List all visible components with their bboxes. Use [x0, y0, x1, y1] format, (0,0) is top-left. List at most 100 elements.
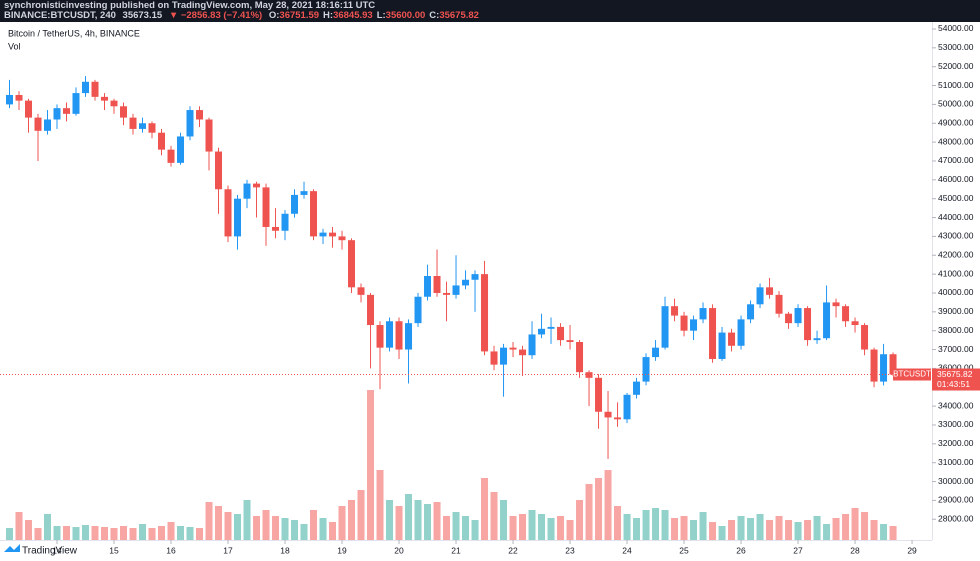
volume-bar: [262, 510, 270, 540]
volume-bar: [747, 518, 755, 540]
candle-body: [262, 187, 270, 227]
volume-bar: [443, 516, 451, 540]
candle-body: [139, 123, 147, 129]
ohlc-label: O:: [268, 10, 280, 21]
candle-body: [234, 198, 242, 237]
candle-body: [557, 326, 565, 341]
ohlc-label: L:: [376, 10, 386, 21]
volume-bar: [500, 500, 508, 540]
volume-bar: [604, 470, 612, 540]
candle-body: [737, 319, 745, 346]
volume-layer: [6, 390, 897, 540]
ohlc-label: H:: [323, 10, 334, 21]
y-tick-label: 44000.00: [938, 212, 974, 222]
candle-body: [34, 117, 42, 131]
volume-bar: [243, 500, 251, 540]
volume-bar: [120, 526, 128, 540]
y-tick-label: 38000.00: [938, 325, 974, 335]
brand-logo: [4, 544, 20, 552]
volume-bar: [63, 526, 71, 540]
x-tick-label: 14: [52, 545, 62, 555]
candle-body: [6, 94, 14, 105]
volume-bar: [72, 527, 80, 540]
candle-body: [785, 313, 793, 324]
candle-body: [528, 334, 536, 356]
volume-bar: [25, 520, 33, 540]
publisher: synchronisticinvesting published on Trad…: [4, 0, 376, 11]
y-tick-label: 49000.00: [938, 118, 974, 128]
candle-body: [395, 321, 403, 350]
volume-bar: [6, 528, 14, 540]
y-tick-label: 43000.00: [938, 231, 974, 241]
volume-bar: [756, 514, 764, 540]
candle-body: [652, 347, 660, 358]
volume-bar: [452, 512, 460, 540]
volume-bar: [538, 514, 546, 540]
price-change: ▼ −2856.83 (−7.41%): [168, 10, 263, 21]
symbol-line: BINANCE:BTCUSDT, 240 35673.15 ▼ −2856.83…: [4, 11, 980, 21]
volume-bar: [728, 520, 736, 540]
candle-body: [367, 294, 375, 326]
volume-bar: [889, 526, 897, 540]
chart: Bitcoin / TetherUS, 4h, BINANCE Vol Trad…: [0, 22, 980, 561]
candle-body: [405, 323, 413, 350]
candle-body: [63, 108, 71, 114]
candle-body: [889, 354, 897, 375]
volume-bar: [272, 516, 280, 540]
y-tick-label: 53000.00: [938, 42, 974, 52]
y-tick-label: 30000.00: [938, 476, 974, 486]
chart-title: Bitcoin / TetherUS, 4h, BINANCE: [8, 28, 140, 38]
candle-body: [414, 296, 422, 324]
header-bar: synchronisticinvesting published on Trad…: [0, 0, 980, 22]
volume-bar: [167, 522, 175, 540]
candle-body: [319, 232, 327, 237]
volume-bar: [737, 516, 745, 540]
volume-bar: [585, 484, 593, 540]
volume-bar: [158, 526, 166, 540]
volume-bar: [804, 520, 812, 540]
candle-body: [91, 81, 99, 97]
candle-body: [186, 110, 194, 137]
volume-bar: [481, 478, 489, 540]
volume-bar: [490, 492, 498, 540]
candle-body: [775, 294, 783, 314]
volume-bar: [509, 516, 517, 540]
y-tick-label: 31000.00: [938, 457, 974, 467]
candle-body: [490, 351, 498, 365]
candle-body: [699, 308, 707, 320]
candle-body: [804, 308, 812, 341]
volume-bar: [15, 512, 23, 540]
candle-body: [680, 315, 688, 331]
candle-body: [310, 191, 318, 237]
candle-body: [566, 340, 574, 343]
candle-body: [243, 183, 251, 199]
candle-body: [25, 100, 33, 118]
candle-body: [281, 213, 289, 231]
candle-body: [832, 302, 840, 307]
candle-body: [690, 319, 698, 331]
x-tick-label: 16: [166, 545, 176, 555]
volume-bar: [177, 526, 185, 540]
y-tick-label: 28000.00: [938, 514, 974, 524]
volume-bar: [44, 514, 52, 540]
candle-body: [547, 326, 555, 329]
y-tick-label: 47000.00: [938, 155, 974, 165]
volume-bar: [766, 520, 774, 540]
volume-bar: [148, 528, 156, 540]
candle-body: [443, 292, 451, 295]
volume-bar: [557, 516, 565, 540]
candle-body: [272, 226, 280, 231]
candle-body: [215, 151, 223, 190]
volume-bar: [794, 522, 802, 540]
y-tick-label: 40000.00: [938, 287, 974, 297]
candle-body: [376, 325, 384, 348]
x-tick-label: 15: [109, 545, 119, 555]
volume-bar: [101, 527, 109, 540]
price-tag-box: [932, 368, 980, 391]
volume-bar: [424, 504, 432, 540]
volume-bar: [566, 520, 574, 540]
candle-body: [813, 338, 821, 341]
candle-body: [604, 411, 612, 418]
volume-bar: [614, 506, 622, 540]
